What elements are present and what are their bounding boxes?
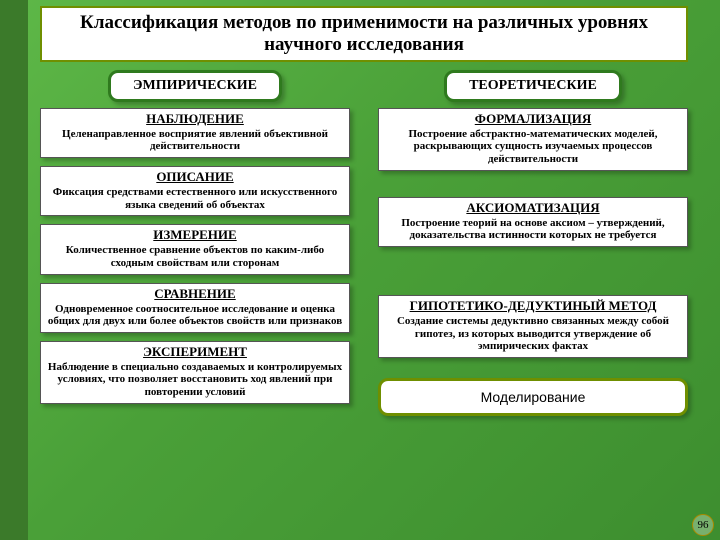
block-head: СРАВНЕНИЕ (47, 286, 343, 302)
block-head: ОПИСАНИЕ (47, 169, 343, 185)
slide-content: Классификация методов по применимости на… (0, 0, 720, 540)
block-desc: Фиксация средствами естественного или ис… (47, 186, 343, 211)
block-measurement: ИЗМЕРЕНИЕ Количественное сравнение объек… (40, 224, 350, 274)
page-number-badge: 96 (692, 514, 714, 536)
block-experiment: ЭКСПЕРИМЕНТ Наблюдение в специально созд… (40, 341, 350, 404)
right-column: ТЕОРЕТИЧЕСКИЕ ФОРМАЛИЗАЦИЯ Построение аб… (378, 70, 688, 416)
modeling-box: Моделирование (378, 378, 688, 416)
block-head: АКСИОМАТИЗАЦИЯ (385, 200, 681, 216)
block-head: ИЗМЕРЕНИЕ (47, 227, 343, 243)
block-desc: Построение теорий на основе аксиом – утв… (385, 217, 681, 242)
block-head: НАБЛЮДЕНИЕ (47, 111, 343, 127)
right-category-label: ТЕОРЕТИЧЕСКИЕ (444, 70, 622, 102)
left-column: ЭМПИРИЧЕСКИЕ НАБЛЮДЕНИЕ Целенаправленное… (40, 70, 350, 416)
block-comparison: СРАВНЕНИЕ Одновременное соотносительное … (40, 283, 350, 333)
block-desc: Построение абстрактно-математических мод… (385, 128, 681, 166)
block-hypothetico-deductive: ГИПОТЕТИКО-ДЕДУКТИНЫЙ МЕТОД Создание сис… (378, 295, 688, 358)
block-desc: Количественное сравнение объектов по как… (47, 244, 343, 269)
block-desc: Одновременное соотносительное исследован… (47, 303, 343, 328)
block-desc: Целенаправленное восприятие явлений объе… (47, 128, 343, 153)
columns: ЭМПИРИЧЕСКИЕ НАБЛЮДЕНИЕ Целенаправленное… (40, 70, 688, 416)
block-description: ОПИСАНИЕ Фиксация средствами естественно… (40, 166, 350, 216)
block-observation: НАБЛЮДЕНИЕ Целенаправленное восприятие я… (40, 108, 350, 158)
slide-title: Классификация методов по применимости на… (48, 12, 680, 56)
block-formalization: ФОРМАЛИЗАЦИЯ Построение абстрактно-матем… (378, 108, 688, 171)
block-head: ФОРМАЛИЗАЦИЯ (385, 111, 681, 127)
block-axiomatization: АКСИОМАТИЗАЦИЯ Построение теорий на осно… (378, 197, 688, 247)
block-head: ГИПОТЕТИКО-ДЕДУКТИНЫЙ МЕТОД (385, 298, 681, 314)
left-category-label: ЭМПИРИЧЕСКИЕ (108, 70, 282, 102)
block-desc: Создание системы дедуктивно связанных ме… (385, 315, 681, 353)
block-desc: Наблюдение в специально создаваемых и ко… (47, 361, 343, 399)
block-head: ЭКСПЕРИМЕНТ (47, 344, 343, 360)
title-box: Классификация методов по применимости на… (40, 6, 688, 62)
